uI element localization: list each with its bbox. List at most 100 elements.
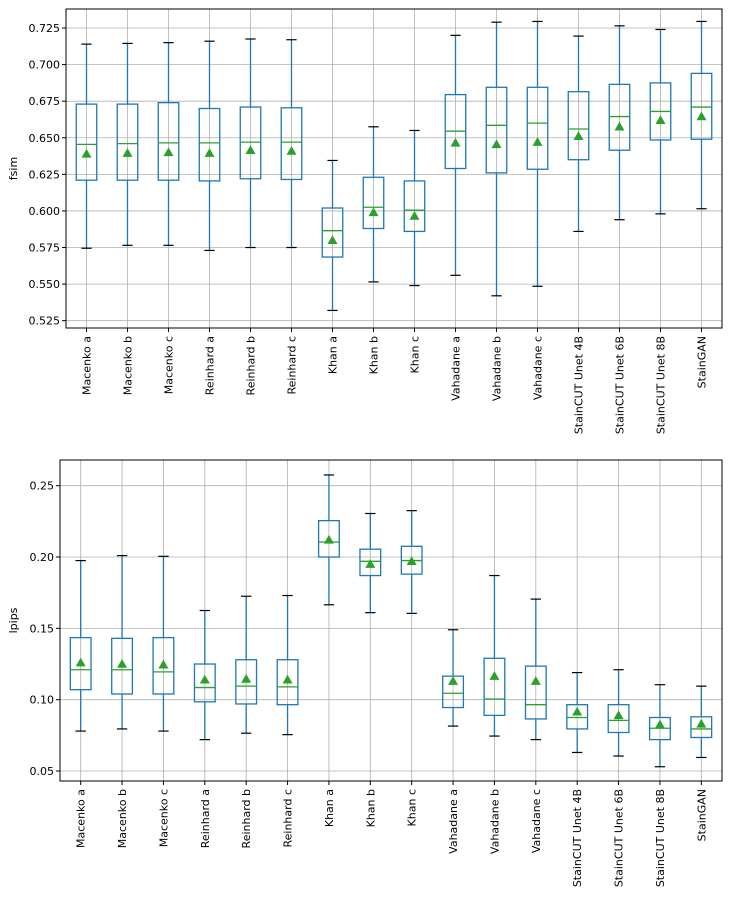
mean-marker <box>204 148 215 157</box>
x-tick-label: Vahadane b <box>491 336 504 401</box>
x-tick-label: Macenko b <box>116 789 129 848</box>
box-staingan <box>690 20 713 210</box>
box-iqr <box>75 103 98 181</box>
x-tick-label: Vahadane b <box>488 789 501 854</box>
x-tick-label: Macenko a <box>81 336 94 395</box>
mean-marker <box>409 211 420 220</box>
x-tick-label: Reinhard c <box>286 336 299 395</box>
box-macenko-a <box>69 559 92 732</box>
mean-marker <box>406 556 417 566</box>
x-tick-label: Reinhard a <box>204 336 217 395</box>
x-tick-label: StainCUT Unet 8B <box>655 336 668 434</box>
box-khan-b <box>362 126 385 283</box>
mean-marker <box>75 657 86 667</box>
box-iqr <box>193 663 216 703</box>
axes-frame <box>65 8 723 329</box>
y-tick-label: 0.625 <box>29 168 61 181</box>
mean-marker <box>286 145 297 155</box>
mean-marker <box>654 719 665 729</box>
box-vahadane-a <box>442 629 465 727</box>
x-tick-label: StainCUT Unet 6B <box>614 336 627 434</box>
x-tick-label: Reinhard a <box>199 789 212 848</box>
y-tick-label: 0.575 <box>29 242 61 255</box>
y-tick-label: 0.650 <box>29 132 61 145</box>
box-macenko-b <box>111 554 134 730</box>
box-staincut-unet-8b <box>648 684 671 768</box>
x-tick-label: StainCUT Unet 4B <box>573 336 586 434</box>
x-tick-label: Vahadane c <box>530 789 543 853</box>
y-tick-label: 0.600 <box>29 205 61 218</box>
mean-marker <box>614 121 625 131</box>
box-vahadane-c <box>524 598 547 741</box>
y-tick-label: 0.25 <box>30 480 55 493</box>
box-iqr <box>690 72 713 140</box>
mean-marker <box>117 659 128 668</box>
box-iqr <box>157 102 180 181</box>
mean-marker <box>450 137 461 147</box>
y-tick-label: 0.550 <box>29 278 61 291</box>
mean-marker <box>696 718 707 728</box>
y-axis-label: lpips <box>7 607 20 633</box>
box-reinhard-c <box>276 594 299 736</box>
box-iqr <box>567 91 590 161</box>
mean-marker <box>365 559 376 568</box>
box-iqr <box>524 665 547 720</box>
x-tick-label: Reinhard b <box>245 336 258 395</box>
box-staincut-unet-4b <box>566 671 589 754</box>
x-tick-label: StainGAN <box>695 789 708 841</box>
box-macenko-c <box>157 42 180 246</box>
mean-marker <box>491 139 502 149</box>
box-iqr <box>111 637 134 695</box>
lpips-panel: 0.05 0.10 0.15 0.20 0.25 Macenko a Macenko b Ma… <box>7 459 723 887</box>
mean-marker <box>573 131 584 141</box>
mean-marker <box>572 706 583 716</box>
box-vahadane-a <box>444 34 467 276</box>
mean-marker <box>158 659 169 669</box>
y-axis-label: fsim <box>7 157 20 180</box>
y-tick-label: 0.10 <box>30 694 55 707</box>
x-tick-label: Vahadane a <box>447 789 460 854</box>
x-tick-label: Vahadane c <box>532 336 545 400</box>
box-staincut-unet-6b <box>608 25 631 221</box>
mean-marker <box>532 137 543 146</box>
box-vahadane-b <box>485 21 508 297</box>
box-iqr <box>276 659 299 706</box>
x-tick-label: Khan a <box>323 789 336 827</box>
x-tick-label: Khan a <box>327 336 340 374</box>
box-reinhard-c <box>280 39 303 249</box>
box-iqr <box>235 659 258 705</box>
box-iqr <box>239 106 262 180</box>
box-iqr <box>608 83 631 151</box>
mean-marker <box>323 534 334 544</box>
x-tick-label: Vahadane a <box>450 336 463 401</box>
x-tick-label: Macenko b <box>122 336 135 395</box>
fsim-panel: 0.525 0.550 0.575 0.600 0.625 0.650 0.675 0.700… <box>7 8 723 434</box>
box-iqr <box>526 86 549 170</box>
axes-frame <box>59 459 723 782</box>
box-khan-c <box>403 129 426 287</box>
mean-marker <box>282 674 293 684</box>
box-iqr <box>152 636 175 695</box>
box-reinhard-a <box>198 40 221 252</box>
box-iqr <box>359 548 382 577</box>
box-reinhard-a <box>193 609 216 741</box>
box-vahadane-c <box>526 20 549 287</box>
x-tick-label: Macenko c <box>157 789 170 847</box>
box-iqr <box>485 86 508 174</box>
box-iqr <box>566 704 589 730</box>
box-iqr <box>690 716 713 739</box>
mean-marker <box>241 673 252 683</box>
box-iqr <box>280 107 303 181</box>
y-tick-label: 0.525 <box>29 315 61 328</box>
x-tick-label: Khan b <box>368 336 381 374</box>
mean-marker <box>368 207 379 217</box>
box-khan-c <box>400 510 423 614</box>
y-tick-label: 0.05 <box>30 765 55 778</box>
mean-marker <box>163 147 174 157</box>
mean-marker <box>655 115 666 124</box>
box-macenko-c <box>152 555 175 732</box>
x-tick-label: StainCUT Unet 6B <box>613 789 626 887</box>
y-tick-label: 0.20 <box>30 551 55 564</box>
mean-marker <box>327 235 338 244</box>
y-tick-label: 0.725 <box>29 22 61 35</box>
